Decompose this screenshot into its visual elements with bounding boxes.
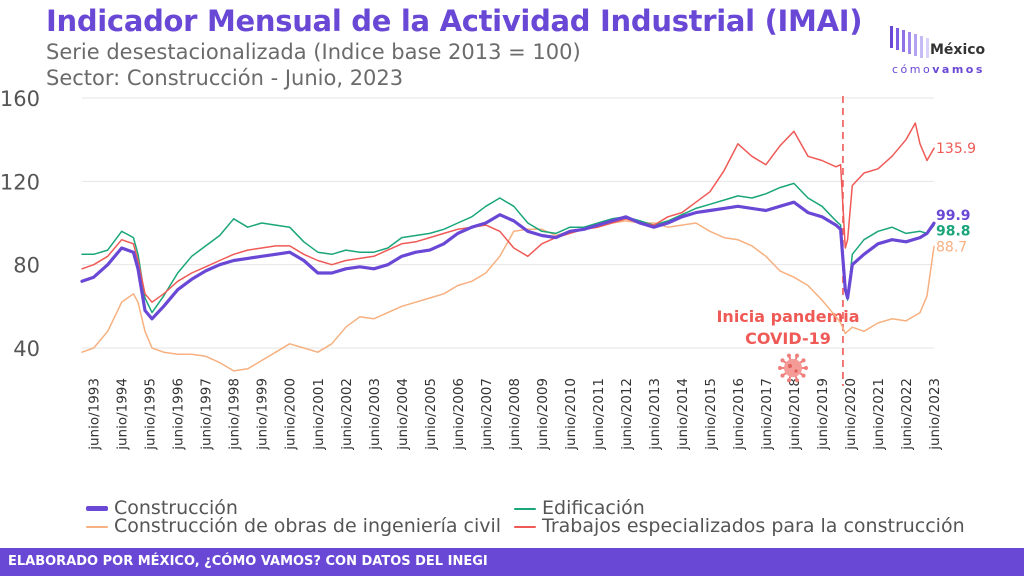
- x-tick-label: junio/2018: [787, 378, 803, 451]
- x-tick-label: junio/2003: [367, 378, 383, 451]
- legend-item-trabajos-especializados: Trabajos especializados para la construc…: [514, 515, 965, 537]
- series-line-trabajos-especializados: [81, 122, 935, 303]
- series-line-edificacion: [81, 182, 935, 314]
- x-tick-label: junio/2013: [647, 378, 663, 451]
- legend-swatch: [86, 525, 108, 528]
- legend-item-construccion: Construcción: [86, 497, 238, 519]
- y-tick-label: 80: [13, 254, 40, 278]
- x-tick-label: junio/2019: [815, 378, 831, 451]
- x-tick-label: junio/2007: [479, 378, 495, 451]
- legend-item-ingenieria-civil: Construcción de obras de ingeniería civi…: [86, 515, 501, 537]
- logo-tagline: cómovamos: [892, 63, 985, 76]
- y-tick-label: 120: [0, 170, 40, 194]
- x-tick-label: junio/2006: [451, 378, 467, 451]
- x-tick-label: junio/2021: [871, 378, 887, 451]
- x-tick-label: junio/2002: [339, 378, 355, 451]
- x-tick-label: junio/2014: [675, 378, 691, 451]
- series-line-construccion: [80, 200, 936, 321]
- end-label-edificacion: 98.8: [936, 224, 971, 240]
- x-tick-label: junio/2012: [619, 378, 635, 451]
- legend-swatch: [514, 507, 536, 510]
- x-tick-label: junio/1997: [199, 378, 215, 451]
- mexico-como-vamos-logo: México cómovamos: [888, 22, 998, 82]
- x-tick-label: junio/2015: [703, 378, 719, 451]
- logo-bars-icon: [890, 26, 929, 58]
- x-tick-label: junio/1999: [255, 378, 271, 451]
- chart-subtitle-sector: Sector: Construcción - Junio, 2023: [46, 66, 404, 90]
- end-label-trabajos-especializados: 135.9: [936, 141, 976, 157]
- x-tick-label: junio/2000: [283, 378, 299, 451]
- x-tick-label: junio/2009: [535, 378, 551, 451]
- annotation-line-2: COVID-19: [745, 329, 831, 348]
- annotation-line-1: Inicia pandemia: [716, 307, 859, 326]
- x-tick-label: junio/2023: [927, 378, 943, 451]
- y-tick-label: 40: [13, 337, 40, 361]
- x-tick-label: junio/2020: [843, 378, 859, 451]
- end-label-ingenieria-civil: 88.7: [936, 240, 967, 256]
- x-tick-label: junio/1998: [227, 378, 243, 451]
- chart-title: Indicador Mensual de la Actividad Indust…: [46, 4, 863, 38]
- x-tick-label: junio/2004: [395, 378, 411, 451]
- x-tick-label: junio/2022: [899, 378, 915, 451]
- y-tick-label: 160: [0, 87, 40, 111]
- x-tick-label: junio/1995: [143, 378, 159, 451]
- series-line-ingenieria-civil: [81, 220, 935, 372]
- x-tick-label: junio/2005: [423, 378, 439, 451]
- x-tick-label: junio/2011: [591, 378, 607, 451]
- x-tick-label: junio/2010: [563, 378, 579, 451]
- logo-name: México: [930, 42, 986, 58]
- legend-item-edificacion: Edificación: [514, 497, 645, 519]
- x-tick-label: junio/2016: [731, 378, 747, 451]
- x-tick-label: junio/1993: [87, 378, 103, 451]
- legend-swatch: [514, 525, 536, 528]
- x-tick-label: junio/2001: [311, 378, 327, 451]
- x-tick-label: junio/2017: [759, 378, 775, 451]
- footer-credit: ELABORADO POR MÉXICO, ¿CÓMO VAMOS? CON D…: [8, 554, 488, 569]
- line-chart: 40 80 120 160 junio/1993 junio/1994 junio/199…: [0, 87, 976, 451]
- virus-icon: [778, 353, 808, 383]
- end-label-construccion: 99.9: [936, 208, 971, 224]
- x-tick-label: junio/1994: [115, 378, 131, 451]
- x-tick-label: junio/1996: [171, 378, 187, 451]
- legend-swatch: [86, 506, 108, 511]
- x-tick-label: junio/2008: [507, 378, 523, 451]
- footer-bar: ELABORADO POR MÉXICO, ¿CÓMO VAMOS? CON D…: [0, 548, 1024, 576]
- chart-subtitle: Serie desestacionalizada (Indice base 20…: [46, 40, 581, 64]
